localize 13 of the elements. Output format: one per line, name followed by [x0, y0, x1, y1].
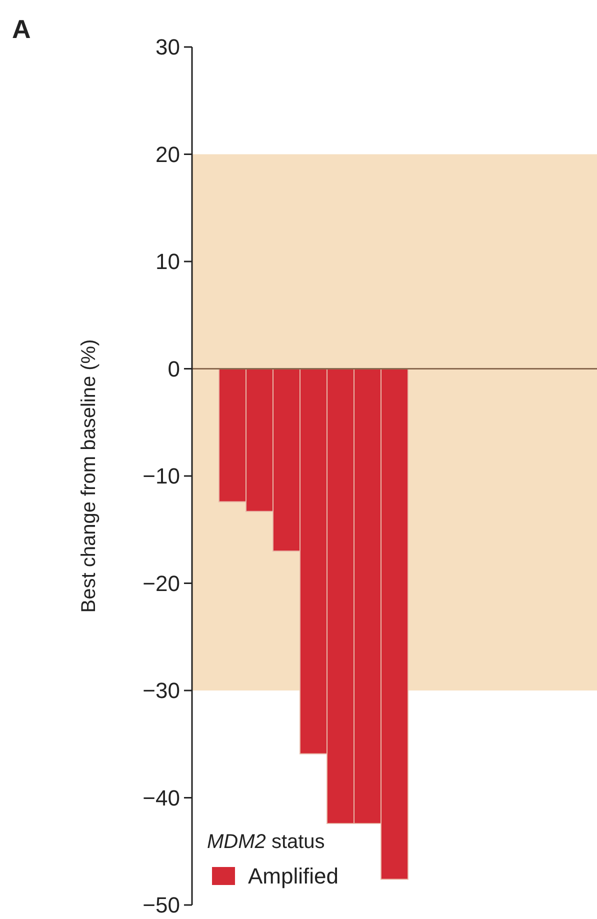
y-axis-title: Best change from baseline (%)	[78, 339, 100, 613]
y-tick-label: −10	[142, 464, 180, 489]
y-tick-label: −20	[142, 570, 180, 596]
y-tick-label: −50	[142, 892, 180, 918]
legend-title: MDM2 status	[207, 831, 325, 853]
y-tick-label: 10	[156, 249, 180, 274]
y-tick-label: 20	[156, 142, 180, 167]
legend-label: Amplified	[248, 864, 338, 889]
y-tick-label: 30	[156, 34, 180, 60]
y-tick-label: 0	[168, 356, 180, 382]
chart-title: A	[12, 14, 31, 44]
y-tick-label: −30	[142, 678, 180, 704]
y-tick-label: −40	[142, 785, 180, 810]
